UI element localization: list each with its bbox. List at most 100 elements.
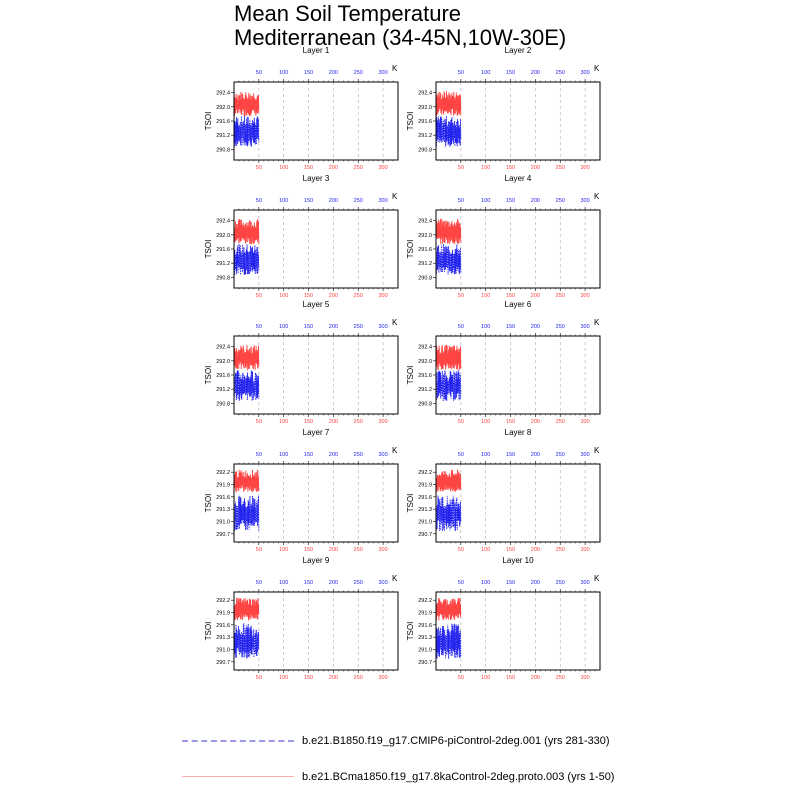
- bottom-tick-label: 250: [556, 547, 565, 553]
- bottom-tick-label: 150: [304, 165, 313, 171]
- bottom-tick-label: 150: [506, 419, 515, 425]
- y-axis-label: TSOI: [406, 494, 415, 513]
- y-tick-label: 290.7: [216, 660, 230, 666]
- y-tick-label: 292.2: [418, 598, 432, 604]
- panel-label: Layer 5: [303, 300, 330, 309]
- panel-4: Layer 4 K TSOI 50 50 100 100 150 150 200 200 250 250…: [406, 174, 601, 299]
- series-8kacontrol: [234, 344, 260, 371]
- series-8kacontrol: [234, 597, 260, 621]
- y-tick-label: 291.6: [418, 119, 432, 125]
- top-tick-label: 200: [531, 198, 540, 204]
- bottom-tick-label: 200: [329, 293, 338, 299]
- y-axis-label: TSOI: [204, 240, 213, 259]
- panel-1: Layer 1 K TSOI 50 50 100 100 150 150 200 200 250 250…: [204, 46, 399, 171]
- y-tick-label: 291.3: [418, 635, 432, 641]
- y-tick-label: 290.8: [418, 275, 432, 281]
- bottom-tick-label: 100: [279, 419, 288, 425]
- bottom-tick-label: 300: [580, 419, 589, 425]
- top-tick-label: 150: [304, 324, 313, 330]
- top-tick-label: 50: [458, 580, 464, 586]
- bottom-tick-label: 200: [531, 547, 540, 553]
- y-tick-label: 291.6: [216, 119, 230, 125]
- bottom-tick-label: 250: [354, 675, 363, 681]
- bottom-tick-label: 100: [279, 293, 288, 299]
- plot-frame: [233, 209, 399, 289]
- y-tick-label: 291.0: [216, 647, 230, 653]
- y-axis-label: TSOI: [204, 366, 213, 385]
- plot-frame: [435, 463, 601, 543]
- top-tick-label: 100: [481, 452, 490, 458]
- series-picontrol: [234, 623, 260, 659]
- top-tick-label: 100: [481, 580, 490, 586]
- top-tick-label: 250: [556, 452, 565, 458]
- bottom-tick-label: 50: [458, 675, 464, 681]
- plot-frame: [435, 335, 601, 415]
- top-tick-label: 150: [506, 580, 515, 586]
- bottom-tick-label: 50: [256, 293, 262, 299]
- top-tick-label: 100: [279, 198, 288, 204]
- y-tick-label: 291.0: [216, 519, 230, 525]
- bottom-tick-label: 300: [378, 419, 387, 425]
- top-tick-label: 300: [378, 452, 387, 458]
- top-tick-label: 150: [304, 580, 313, 586]
- top-tick-label: 100: [279, 580, 288, 586]
- plot-frame: [233, 81, 399, 161]
- y-tick-label: 291.9: [216, 483, 230, 489]
- series-picontrol: [436, 623, 462, 659]
- top-tick-label: 250: [354, 198, 363, 204]
- bottom-tick-label: 150: [304, 547, 313, 553]
- y-tick-label: 291.3: [418, 507, 432, 513]
- bottom-tick-label: 150: [304, 675, 313, 681]
- y-tick-label: 291.9: [418, 483, 432, 489]
- top-tick-label: 50: [256, 70, 262, 76]
- top-axis-unit: K: [594, 318, 600, 327]
- bottom-tick-label: 100: [481, 547, 490, 553]
- bottom-tick-label: 100: [279, 547, 288, 553]
- y-tick-label: 290.8: [216, 147, 230, 153]
- bottom-tick-label: 200: [329, 675, 338, 681]
- bottom-tick-label: 50: [256, 675, 262, 681]
- top-tick-label: 250: [556, 580, 565, 586]
- top-axis-unit: K: [392, 574, 398, 583]
- y-tick-label: 292.4: [418, 345, 432, 351]
- bottom-tick-label: 250: [556, 293, 565, 299]
- bottom-tick-label: 250: [354, 547, 363, 553]
- bottom-tick-label: 50: [458, 419, 464, 425]
- series-picontrol: [436, 115, 462, 147]
- panel-label: Layer 7: [303, 428, 330, 437]
- bottom-tick-label: 200: [329, 165, 338, 171]
- series-picontrol: [234, 495, 260, 531]
- y-tick-label: 292.4: [216, 219, 230, 225]
- top-tick-label: 150: [304, 452, 313, 458]
- panel-label: Layer 2: [505, 46, 532, 55]
- legend-swatch-8kacontrol: [182, 776, 294, 777]
- y-tick-label: 292.2: [418, 470, 432, 476]
- top-tick-label: 250: [556, 70, 565, 76]
- y-tick-label: 291.6: [418, 373, 432, 379]
- top-tick-label: 100: [279, 70, 288, 76]
- top-tick-label: 200: [329, 198, 338, 204]
- top-tick-label: 200: [531, 70, 540, 76]
- legend-swatch-picontrol: [182, 740, 294, 742]
- panel-6: Layer 6 K TSOI 50 50 100 100 150 150 200 200 250 250…: [406, 300, 601, 425]
- series-picontrol: [436, 243, 462, 275]
- y-tick-label: 291.2: [216, 387, 230, 393]
- bottom-tick-label: 300: [580, 547, 589, 553]
- y-tick-label: 290.7: [418, 532, 432, 538]
- top-tick-label: 250: [556, 198, 565, 204]
- chart-title-line1: Mean Soil Temperature: [234, 1, 462, 26]
- bottom-tick-label: 250: [354, 419, 363, 425]
- plot-frame: [435, 81, 601, 161]
- series-picontrol: [234, 370, 260, 401]
- y-tick-label: 292.0: [216, 105, 230, 111]
- bottom-tick-label: 150: [506, 293, 515, 299]
- y-axis-label: TSOI: [204, 494, 213, 513]
- top-tick-label: 250: [354, 452, 363, 458]
- top-tick-label: 250: [354, 324, 363, 330]
- bottom-tick-label: 50: [458, 547, 464, 553]
- y-tick-label: 291.0: [418, 519, 432, 525]
- panel-5: Layer 5 K TSOI 50 50 100 100 150 150 200 200 250 250…: [204, 300, 399, 425]
- top-axis-unit: K: [392, 64, 398, 73]
- y-tick-label: 292.2: [216, 470, 230, 476]
- y-tick-label: 292.0: [216, 233, 230, 239]
